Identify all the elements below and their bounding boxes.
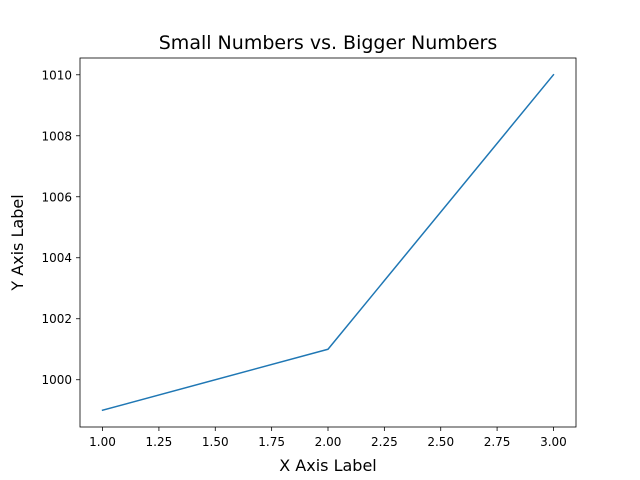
- y-tick-label: 1008: [41, 129, 72, 143]
- y-tick-label: 1004: [41, 251, 72, 265]
- y-tick-label: 1010: [41, 68, 72, 82]
- x-tick-label: 2.00: [315, 435, 342, 449]
- x-tick-label: 2.75: [484, 435, 511, 449]
- x-tick-label: 1.75: [258, 435, 285, 449]
- y-axis-label: Y Axis Label: [8, 194, 27, 291]
- plot-area: [101, 73, 555, 412]
- y-tick-label: 1002: [41, 312, 72, 326]
- y-axis-ticks: 1000 1002 1004 1006 1008 1010: [41, 68, 80, 387]
- chart-title: Small Numbers vs. Bigger Numbers: [159, 32, 498, 54]
- x-tick-label: 1.00: [89, 435, 116, 449]
- x-tick-label: 3.00: [540, 435, 567, 449]
- y-tick-label: 1000: [41, 373, 72, 387]
- x-axis-ticks: 1.00 1.25 1.50 1.75 2.00 2.25 2.50 2.75 3.00: [89, 427, 567, 449]
- y-tick-label: 1006: [41, 190, 72, 204]
- x-tick-label: 1.50: [202, 435, 229, 449]
- x-tick-label: 1.25: [146, 435, 173, 449]
- x-tick-label: 2.25: [371, 435, 398, 449]
- x-tick-label: 2.50: [427, 435, 454, 449]
- series-line-0: [101, 73, 555, 412]
- x-axis-label: X Axis Label: [279, 456, 377, 475]
